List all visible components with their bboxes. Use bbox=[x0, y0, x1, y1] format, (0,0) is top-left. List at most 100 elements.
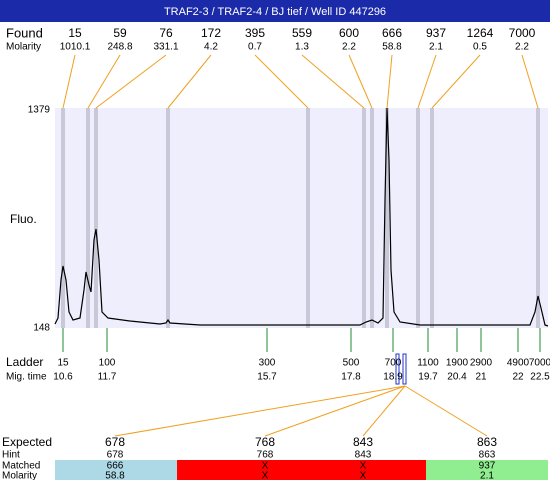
peak-connector bbox=[348, 54, 373, 109]
expected-hint: 678 bbox=[107, 450, 124, 461]
peak-band bbox=[362, 108, 366, 328]
found-size: 937 bbox=[426, 26, 446, 40]
peak-connector bbox=[521, 54, 539, 109]
found-label: Found bbox=[6, 25, 43, 40]
row-label: Hint bbox=[2, 450, 20, 461]
expected-expected: 768 bbox=[255, 435, 275, 449]
found-size: 395 bbox=[245, 26, 265, 40]
peak-band bbox=[430, 108, 434, 328]
peak-band bbox=[86, 108, 90, 328]
peak-connector bbox=[431, 54, 481, 109]
expected-molarity: 2.1 bbox=[480, 471, 494, 480]
peak-band bbox=[306, 108, 310, 328]
expected-matched: X bbox=[360, 461, 367, 472]
y-min-label: 148 bbox=[33, 323, 50, 334]
expected-connector bbox=[114, 385, 406, 437]
trace bbox=[54, 107, 549, 327]
y-max-label: 1379 bbox=[28, 105, 51, 116]
found-size: 59 bbox=[113, 26, 127, 40]
expected-expected: 863 bbox=[477, 435, 497, 449]
peak-connector bbox=[254, 54, 309, 109]
marker bbox=[395, 353, 400, 385]
row-label: Matched bbox=[2, 461, 40, 472]
matched-cell bbox=[55, 460, 177, 480]
expected-molarity: X bbox=[262, 471, 269, 480]
title: TRAF2-3 / TRAF2-4 / BJ tief / Well ID 44… bbox=[164, 6, 386, 18]
title-bar bbox=[0, 0, 550, 22]
found-size: 15 bbox=[68, 26, 82, 40]
expected-expected: 678 bbox=[105, 435, 125, 449]
ladder-label: Ladder bbox=[6, 355, 43, 369]
mig-time: 20.4 bbox=[447, 372, 467, 383]
found-size: 172 bbox=[201, 26, 221, 40]
found-molarity: 1010.1 bbox=[60, 42, 91, 53]
found-molarity: 2.2 bbox=[342, 42, 356, 53]
mig-time: 15.7 bbox=[257, 372, 277, 383]
peak-connector bbox=[87, 54, 121, 109]
expected-matched: 937 bbox=[479, 461, 496, 472]
expected-hint: 863 bbox=[479, 450, 496, 461]
peak-connector bbox=[301, 54, 365, 109]
mig-time: 22.5 bbox=[530, 372, 550, 383]
peak-connector bbox=[167, 54, 212, 109]
row-label: Expected bbox=[2, 435, 52, 449]
mig-time: 18.9 bbox=[383, 372, 403, 383]
peak-band bbox=[416, 108, 420, 328]
row-label: Molarity bbox=[2, 471, 37, 480]
peak-band bbox=[166, 108, 170, 328]
unmatched-cell bbox=[177, 460, 426, 480]
ladder-size: 4900 bbox=[507, 358, 530, 369]
peak-band bbox=[536, 108, 540, 328]
expected-matched: 666 bbox=[107, 461, 124, 472]
ladder-size: 700 bbox=[385, 358, 402, 369]
found-size: 666 bbox=[382, 26, 402, 40]
peak-connector bbox=[95, 54, 167, 109]
ladder-size: 2900 bbox=[470, 358, 493, 369]
found-size: 7000 bbox=[509, 26, 536, 40]
peak-band bbox=[94, 108, 98, 328]
mig-time: 17.8 bbox=[341, 372, 361, 383]
mig-time: 10.6 bbox=[53, 372, 73, 383]
mig-time: 22 bbox=[512, 372, 524, 383]
found-size: 1264 bbox=[467, 26, 494, 40]
peak-connector bbox=[386, 54, 393, 109]
peak-connector bbox=[417, 54, 437, 109]
expected-matched: X bbox=[262, 461, 269, 472]
expected-molarity: 58.8 bbox=[105, 471, 125, 480]
found-molarity: 1.3 bbox=[295, 42, 309, 53]
found-size: 76 bbox=[159, 26, 173, 40]
found-molarity: 0.5 bbox=[473, 42, 487, 53]
expected-connector bbox=[264, 385, 406, 437]
marker bbox=[402, 353, 407, 385]
mig-time: 19.7 bbox=[418, 372, 438, 383]
found-molarity: 2.2 bbox=[515, 42, 529, 53]
ladder-size: 1900 bbox=[446, 358, 469, 369]
expected-hint: 768 bbox=[257, 450, 274, 461]
found-molarity: 248.8 bbox=[107, 42, 132, 53]
peak-band bbox=[385, 108, 389, 328]
peak-band bbox=[370, 108, 374, 328]
peak-band bbox=[61, 108, 65, 328]
mig-time: 11.7 bbox=[98, 372, 117, 383]
expected-expected: 843 bbox=[353, 435, 373, 449]
found-size: 559 bbox=[292, 26, 312, 40]
found-molarity: 4.2 bbox=[204, 42, 218, 53]
found-size: 600 bbox=[339, 26, 359, 40]
expected-connector bbox=[404, 385, 488, 437]
mig-time-label: Mig. time bbox=[6, 372, 47, 383]
y-axis-label: Fluo. bbox=[10, 212, 37, 226]
plot-area bbox=[55, 108, 548, 328]
found-molarity: 2.1 bbox=[429, 42, 443, 53]
ladder-size: 100 bbox=[99, 358, 116, 369]
ladder-size: 1100 bbox=[417, 358, 439, 369]
ladder-size: 7000 bbox=[529, 358, 550, 369]
found-molarity: 58.8 bbox=[382, 42, 402, 53]
ladder-size: 500 bbox=[343, 358, 360, 369]
ladder-size: 300 bbox=[259, 358, 276, 369]
peak-connector bbox=[62, 54, 76, 109]
found-molarity: 0.7 bbox=[248, 42, 262, 53]
found-molarity: 331.1 bbox=[153, 42, 178, 53]
expected-molarity: X bbox=[360, 471, 367, 480]
molarity-label: Molarity bbox=[6, 42, 41, 53]
